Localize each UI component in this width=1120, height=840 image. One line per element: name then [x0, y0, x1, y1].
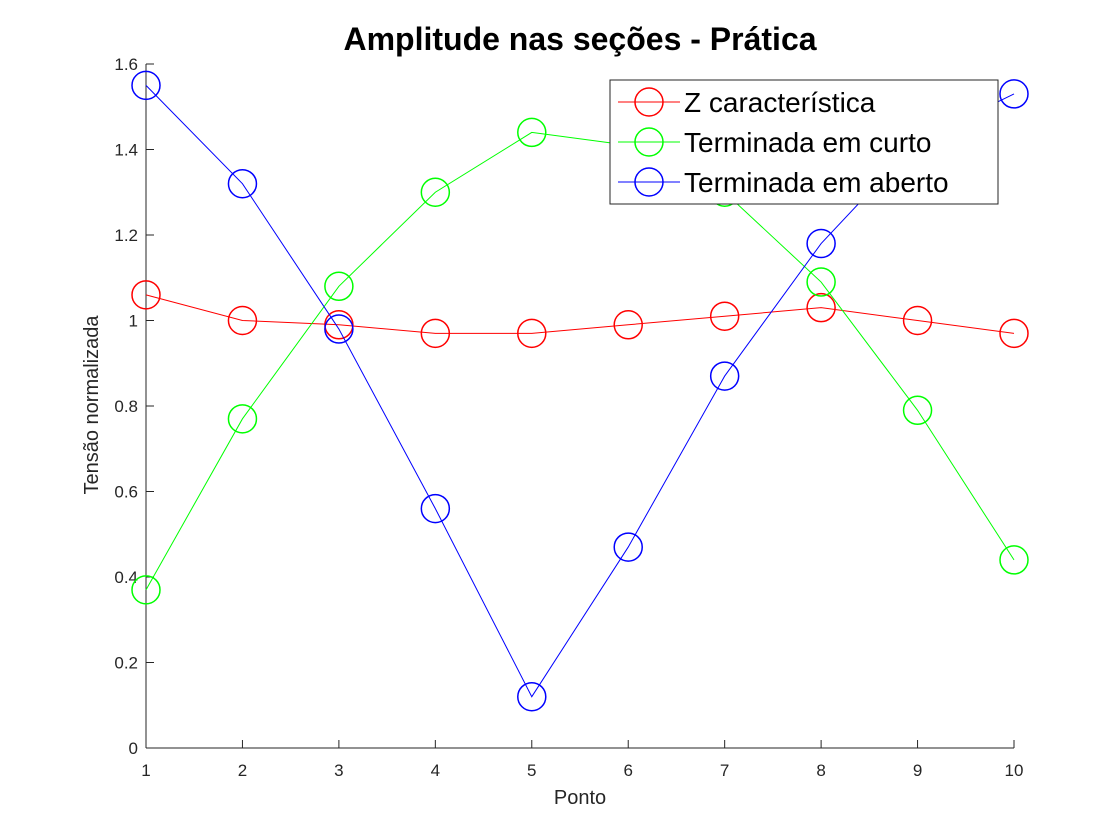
data-point-marker — [613, 532, 643, 562]
data-point-marker — [227, 305, 258, 336]
x-tick-label: 2 — [238, 761, 247, 780]
y-tick-label: 0.6 — [114, 483, 138, 502]
y-tick-label: 1.4 — [114, 141, 138, 160]
data-point-marker — [999, 545, 1029, 575]
y-tick-label: 0.2 — [114, 654, 138, 673]
data-point-marker — [131, 280, 161, 310]
x-tick-label: 6 — [623, 761, 632, 780]
y-tick-label: 0.4 — [114, 568, 138, 587]
x-tick-label: 8 — [816, 761, 825, 780]
data-point-marker — [902, 395, 933, 426]
x-tick-label: 3 — [334, 761, 343, 780]
data-point-marker — [806, 267, 836, 297]
legend-entry-label: Z característica — [684, 87, 876, 118]
y-tick-label: 0 — [129, 739, 138, 758]
data-point-marker — [131, 575, 161, 605]
data-point-marker — [709, 361, 740, 391]
x-tick-label: 5 — [527, 761, 536, 780]
data-point-marker — [709, 301, 740, 331]
data-point-marker — [324, 314, 354, 344]
x-tick-label: 4 — [431, 761, 440, 780]
data-point-marker — [420, 177, 451, 207]
data-point-marker — [806, 292, 836, 323]
x-tick-label: 7 — [720, 761, 729, 780]
data-point-marker — [517, 318, 547, 349]
data-point-marker — [131, 70, 161, 101]
data-point-marker — [420, 318, 451, 349]
data-point-marker — [517, 681, 547, 712]
y-tick-label: 1.6 — [114, 55, 138, 74]
legend-marker — [634, 87, 664, 117]
x-tick-label: 9 — [913, 761, 922, 780]
data-point-marker — [517, 117, 547, 148]
y-tick-label: 0.8 — [114, 397, 138, 416]
legend-marker — [634, 127, 664, 157]
y-tick-label: 1.2 — [114, 226, 138, 245]
data-point-marker — [999, 318, 1029, 349]
series-line — [145, 131, 1015, 591]
series-line — [145, 294, 1015, 334]
data-point-marker — [902, 305, 933, 336]
data-point-marker — [420, 493, 451, 524]
y-tick-label: 1 — [129, 312, 138, 331]
y-axis-label: Tensão normalizada — [81, 315, 103, 495]
legend-marker — [634, 167, 664, 197]
x-tick-label: 1 — [141, 761, 150, 780]
data-point-marker — [999, 79, 1029, 109]
data-point-marker — [227, 168, 258, 199]
legend-entry-label: Terminada em aberto — [684, 167, 949, 198]
x-tick-label: 10 — [1005, 761, 1024, 780]
data-point-marker — [613, 310, 643, 340]
series-1 — [131, 280, 1029, 349]
data-point-marker — [806, 228, 836, 259]
axes: 1 2 3 4 5 6 7 8 9 10 0 0.2 0.4 0.6 0.8 1 1.2 1.4 1.6 — [114, 55, 1023, 780]
legend: Z característica Terminada em curto Termin… — [609, 79, 999, 205]
chart-title: Amplitude nas seções - Prática — [343, 21, 816, 57]
data-point-marker — [227, 404, 258, 434]
data-point-marker — [324, 271, 354, 302]
legend-entry-label: Terminada em curto — [684, 127, 931, 158]
x-axis-label: Ponto — [554, 787, 606, 809]
